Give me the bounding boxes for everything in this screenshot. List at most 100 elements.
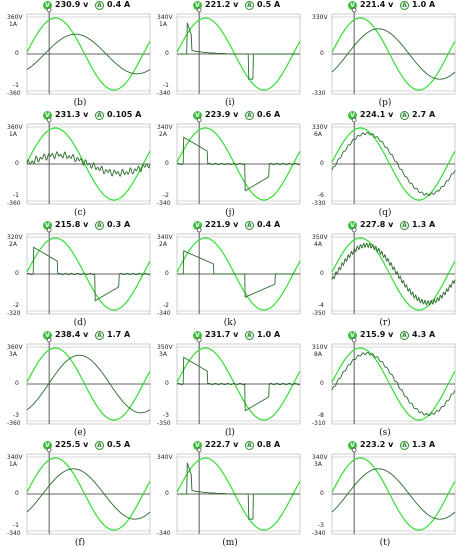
axis-bottom-current: -1 <box>163 82 169 89</box>
axis-top-label: 360V <box>7 344 23 351</box>
cursor-marker <box>46 117 52 123</box>
waveform-panel-m: V 222.7 v A 0.8 A 340V 0 -340 (m) <box>155 440 305 550</box>
waveform-panel-c: V 231.3 v A 0.105 A 360V 1A 0 -1 -360 (c) <box>5 110 155 220</box>
cursor-marker <box>351 337 357 343</box>
reading-header: V 227.8 v A 1.3 A <box>310 220 460 232</box>
current-reading: 0.4 A <box>107 0 131 9</box>
axis-top-current: 2A <box>159 241 167 248</box>
current-reading: 0.6 A <box>257 110 281 119</box>
axis-zero-label: 0 <box>320 50 324 57</box>
reading-header: V 225.5 v A 0.5 A <box>5 440 155 452</box>
cursor-marker <box>196 337 202 343</box>
axis-bottom-current: -8 <box>318 412 324 419</box>
current-series <box>177 462 300 520</box>
axis-top-label: 360V <box>7 14 23 21</box>
axis-bottom-current: -1 <box>13 192 19 199</box>
circled-a-icon: A <box>95 441 104 450</box>
waveform-panel-e: V 238.4 v A 1.7 A 360V 3A 0 -3 -360 (e) <box>5 330 155 440</box>
voltage-reading: 221.2 v <box>205 0 239 9</box>
axis-bottom-current: -2 <box>13 302 19 309</box>
circled-v-icon: V <box>348 441 357 450</box>
axis-bottom-current: -2 <box>163 192 169 199</box>
circled-a-icon: A <box>245 331 254 340</box>
circled-a-icon: A <box>95 331 104 340</box>
reading-header: V 215.9 v A 4.3 A <box>310 330 460 342</box>
circled-v-icon: V <box>43 441 52 450</box>
circled-v-icon: V <box>348 1 357 10</box>
circled-v-icon: V <box>193 1 202 10</box>
axis-bottom-label: -350 <box>157 420 171 427</box>
cursor-marker <box>46 227 52 233</box>
axis-zero-label: 0 <box>165 490 169 497</box>
circled-a-icon: A <box>400 441 409 450</box>
axis-bottom-current: -2 <box>163 302 169 309</box>
axis-bottom-label: -340 <box>157 200 171 207</box>
axis-bottom-current: -3 <box>163 412 169 419</box>
circled-v-icon: V <box>43 1 52 10</box>
axis-top-label: 340V <box>157 124 173 131</box>
axis-zero-label: 0 <box>15 270 19 277</box>
panel-caption: (j) <box>225 208 235 218</box>
cursor-marker <box>46 7 52 13</box>
axis-bottom-label: -310 <box>312 420 326 427</box>
current-series <box>177 22 300 80</box>
waveform-plot <box>331 117 456 205</box>
axis-bottom-current: -3 <box>318 522 324 529</box>
axis-bottom-label: -330 <box>312 200 326 207</box>
reading-header: V 231.3 v A 0.105 A <box>5 110 155 122</box>
voltage-reading: 221.4 v <box>360 0 394 9</box>
voltage-reading: 221.9 v <box>205 220 239 229</box>
waveform-plot <box>26 117 151 205</box>
reading-header: V 224.1 v A 2.7 A <box>310 110 460 122</box>
reading-header: V 215.8 v A 0.3 A <box>5 220 155 232</box>
waveform-plot <box>331 337 456 425</box>
current-series <box>331 468 456 520</box>
axis-top-current: 3A <box>159 351 167 358</box>
circled-a-icon: A <box>400 111 409 120</box>
circled-v-icon: V <box>193 331 202 340</box>
panel-caption: (r) <box>379 318 391 328</box>
axis-zero-label: 0 <box>15 380 19 387</box>
panel-caption: (d) <box>73 318 87 328</box>
axis-top-label: 340V <box>157 14 173 21</box>
cursor-marker <box>351 227 357 233</box>
axis-zero-label: 0 <box>165 160 169 167</box>
axis-top-current: 1A <box>159 21 167 28</box>
circled-v-icon: V <box>348 331 357 340</box>
current-reading: 1.7 A <box>107 330 131 339</box>
axis-top-current: 2A <box>159 131 167 138</box>
panel-caption: (f) <box>74 538 86 548</box>
voltage-series <box>26 127 151 201</box>
waveform-panel-r: V 227.8 v A 1.3 A 350V 4A 0 -4 -350 (r) <box>310 220 460 330</box>
waveform-plot <box>331 227 456 315</box>
current-reading: 0.5 A <box>107 440 131 449</box>
reading-header: V 221.9 v A 0.4 A <box>155 220 305 232</box>
voltage-series <box>331 127 456 201</box>
axis-top-current: 8A <box>314 351 322 358</box>
axis-zero-label: 0 <box>320 380 324 387</box>
voltage-reading: 215.8 v <box>55 220 89 229</box>
axis-zero-label: 0 <box>15 50 19 57</box>
axis-top-current: 1A <box>9 131 17 138</box>
current-reading: 1.3 A <box>412 440 436 449</box>
cursor-marker <box>46 447 52 453</box>
axis-zero-label: 0 <box>320 160 324 167</box>
panel-caption: (i) <box>225 98 235 108</box>
current-series <box>26 151 151 177</box>
cursor-marker <box>351 117 357 123</box>
axis-top-current: 3A <box>314 461 322 468</box>
axis-bottom-label: -360 <box>7 420 21 427</box>
panel-caption: (l) <box>225 428 235 438</box>
cursor-marker <box>351 447 357 453</box>
panel-caption: (s) <box>379 428 391 438</box>
current-series <box>331 28 456 80</box>
axis-top-current: 3A <box>9 351 17 358</box>
current-series <box>26 354 151 414</box>
current-series <box>331 131 456 197</box>
axis-top-label: 340V <box>7 454 23 461</box>
cursor-marker <box>196 447 202 453</box>
current-reading: 1.0 A <box>412 0 436 9</box>
axis-bottom-label: -340 <box>157 530 171 537</box>
voltage-series <box>26 237 151 311</box>
current-reading: 1.0 A <box>257 330 281 339</box>
